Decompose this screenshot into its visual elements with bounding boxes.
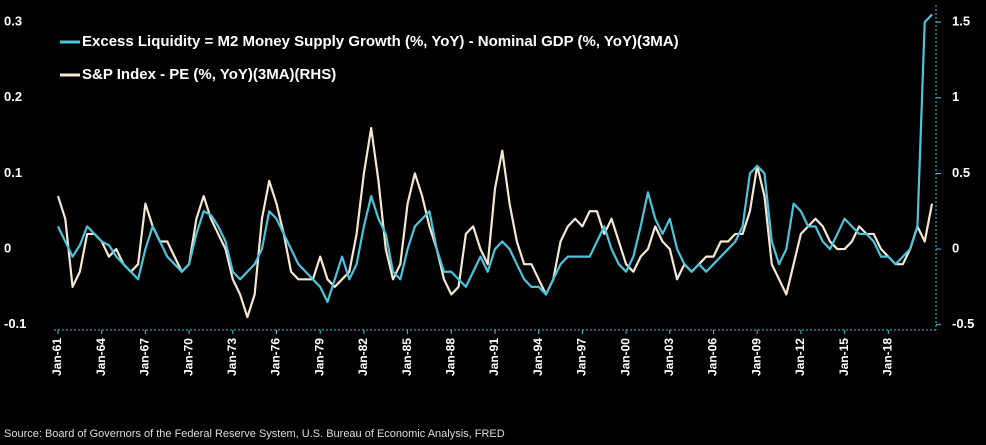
x-tick-label: Jan-85 [400, 338, 414, 376]
x-tick-label: Jan-12 [793, 338, 807, 376]
x-tick-label: Jan-18 [880, 338, 894, 376]
x-tick-label: Jan-03 [662, 338, 676, 376]
x-tick-label: Jan-15 [837, 338, 851, 376]
y-tick-label: 0.1 [4, 165, 22, 180]
y-tick-label: 0.3 [4, 14, 22, 29]
x-tick-label: Jan-76 [269, 338, 283, 376]
y-tick-label: 0 [4, 240, 11, 255]
y2-tick-label: 0 [952, 240, 959, 255]
data-line [56, 126, 934, 319]
x-tick-label: Jan-67 [138, 338, 152, 376]
data-line [57, 13, 933, 304]
x-tick-label: Jan-79 [312, 338, 326, 376]
y-tick-label: -0.1 [4, 316, 26, 331]
y-tick-label: 0.2 [4, 89, 22, 104]
x-tick-label: Jan-61 [50, 338, 64, 376]
x-tick-label: Jan-73 [225, 338, 239, 376]
y2-tick-label: 0.5 [952, 165, 970, 180]
x-tick-label: Jan-70 [181, 338, 195, 376]
x-tick-label: Jan-09 [749, 338, 763, 376]
x-tick-label: Jan-88 [443, 338, 457, 376]
x-tick-label: Jan-97 [575, 338, 589, 376]
y2-tick-label: -0.5 [952, 316, 974, 331]
x-tick-label: Jan-82 [356, 338, 370, 376]
x-tick-label: Jan-06 [706, 338, 720, 376]
x-tick-label: Jan-91 [487, 338, 501, 376]
source-note: Source: Board of Governors of the Federa… [4, 428, 505, 440]
legend-label: S&P Index - PE (%, YoY)(3MA)(RHS) [82, 66, 336, 83]
x-tick-label: Jan-64 [94, 338, 108, 376]
y2-tick-label: 1 [952, 89, 959, 104]
x-tick-label: Jan-94 [531, 338, 545, 376]
y2-tick-label: 1.5 [952, 14, 970, 29]
x-tick-label: Jan-00 [618, 338, 632, 376]
legend-label: Excess Liquidity = M2 Money Supply Growt… [82, 33, 679, 50]
